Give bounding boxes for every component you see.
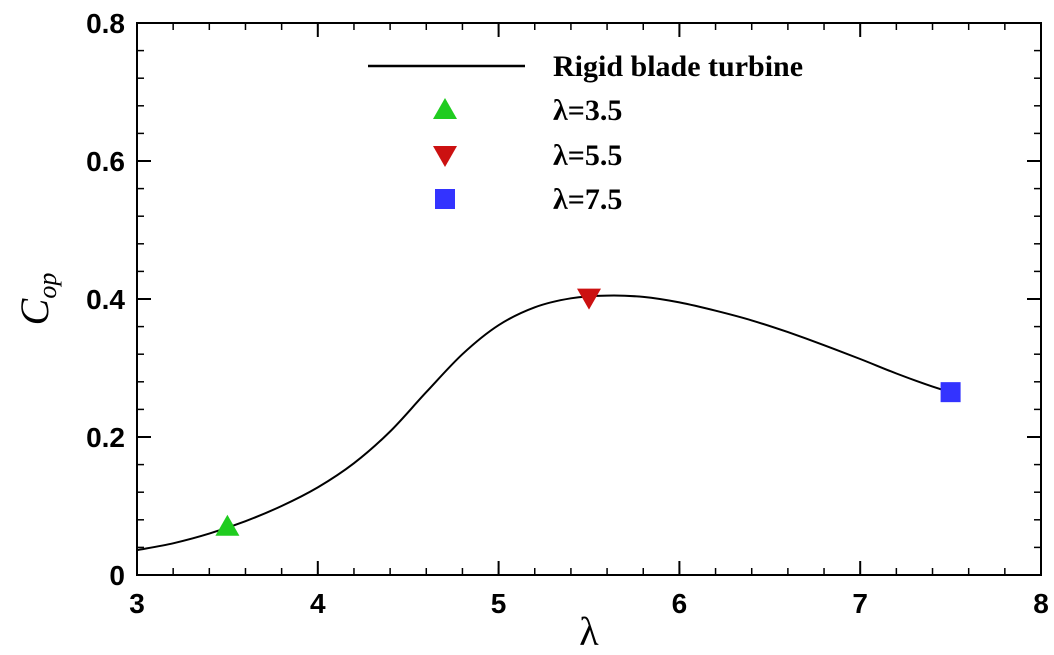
legend-marker-triangle-up bbox=[433, 98, 457, 119]
legend-marker-square bbox=[435, 189, 455, 209]
y-tick-label: 0.2 bbox=[86, 422, 125, 453]
y-axis-label-sub: op bbox=[33, 273, 62, 299]
svg-text:Cop: Cop bbox=[12, 273, 62, 326]
y-axis-label-main: C bbox=[12, 297, 57, 325]
y-tick-label: 0.4 bbox=[86, 284, 125, 315]
plot-frame bbox=[136, 22, 1042, 576]
x-axis-label: λ bbox=[579, 609, 599, 654]
legend-label: λ=3.5 bbox=[553, 94, 622, 127]
legend-label: λ=7.5 bbox=[553, 183, 622, 216]
series-line-rigid-blade-turbine bbox=[136, 294, 951, 552]
data-point-triangle-down bbox=[577, 288, 601, 310]
y-tick-label: 0.6 bbox=[86, 146, 125, 177]
data-point-square bbox=[940, 382, 961, 403]
x-tick-label: 8 bbox=[1033, 588, 1049, 619]
x-tick-label: 6 bbox=[672, 588, 688, 619]
y-tick-label: 0 bbox=[109, 560, 125, 591]
legend-marker-triangle-down bbox=[433, 146, 457, 167]
legend-label: λ=5.5 bbox=[553, 139, 622, 172]
legend-label: Rigid blade turbine bbox=[553, 50, 803, 83]
legend: Rigid blade turbine λ=3.5 λ=5.5 λ=7.5 bbox=[368, 50, 803, 216]
x-tick-label: 5 bbox=[491, 588, 507, 619]
y-tick-label: 0.8 bbox=[86, 8, 125, 39]
y-tick-labels: 0 0.2 0.4 0.6 0.8 bbox=[86, 8, 125, 591]
x-tick-labels: 3 4 5 6 7 8 bbox=[129, 588, 1049, 619]
data-point-triangle-up bbox=[215, 514, 240, 536]
x-tick-label: 7 bbox=[852, 588, 868, 619]
y-axis-label: Cop bbox=[12, 273, 62, 326]
x-tick-label: 3 bbox=[129, 588, 145, 619]
x-tick-label: 4 bbox=[310, 588, 326, 619]
series-markers bbox=[215, 288, 961, 536]
